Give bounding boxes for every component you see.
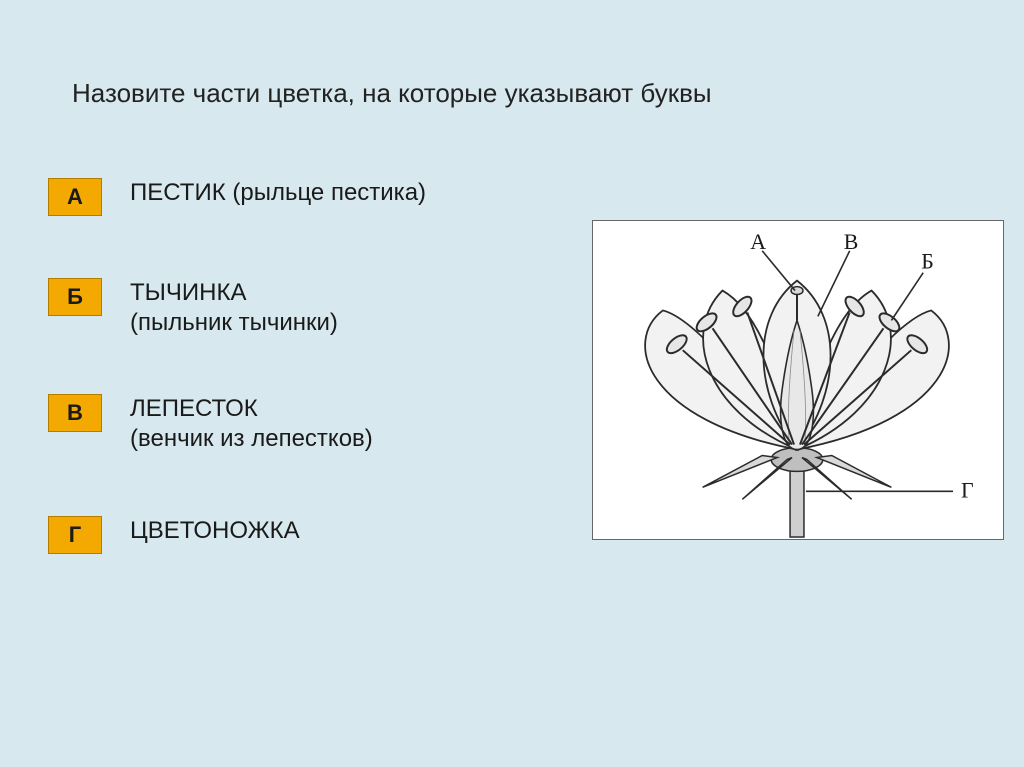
letter-box-g: Г — [48, 516, 102, 554]
answer-g-line1: ЦВЕТОНОЖКА — [130, 516, 300, 546]
answer-row-v: В ЛЕПЕСТОК (венчик из лепестков) — [48, 394, 373, 454]
diagram-label-v: В — [844, 230, 859, 254]
answer-a-line1: ПЕСТИК (рыльце пестика) — [130, 178, 426, 208]
answer-text-a: ПЕСТИК (рыльце пестика) — [130, 178, 426, 208]
answer-row-b: Б ТЫЧИНКА (пыльник тычинки) — [48, 278, 338, 338]
answer-v-line2: (венчик из лепестков) — [130, 424, 373, 454]
answer-b-line2: (пыльник тычинки) — [130, 308, 338, 338]
answer-row-g: Г ЦВЕТОНОЖКА — [48, 516, 300, 554]
answer-text-g: ЦВЕТОНОЖКА — [130, 516, 300, 546]
answer-b-line1: ТЫЧИНКА — [130, 278, 338, 308]
diagram-label-g: Г — [961, 478, 974, 502]
letter-box-v: В — [48, 394, 102, 432]
letter-box-b: Б — [48, 278, 102, 316]
answer-text-v: ЛЕПЕСТОК (венчик из лепестков) — [130, 394, 373, 454]
answer-v-line1: ЛЕПЕСТОК — [130, 394, 373, 424]
question-heading: Назовите части цветка, на которые указыв… — [72, 78, 712, 109]
answer-text-b: ТЫЧИНКА (пыльник тычинки) — [130, 278, 338, 338]
answer-row-a: А ПЕСТИК (рыльце пестика) — [48, 178, 426, 216]
diagram-label-a: А — [750, 230, 766, 254]
diagram-label-b: Б — [921, 250, 934, 274]
flower-diagram: А В Б Г — [592, 220, 1004, 540]
letter-box-a: А — [48, 178, 102, 216]
